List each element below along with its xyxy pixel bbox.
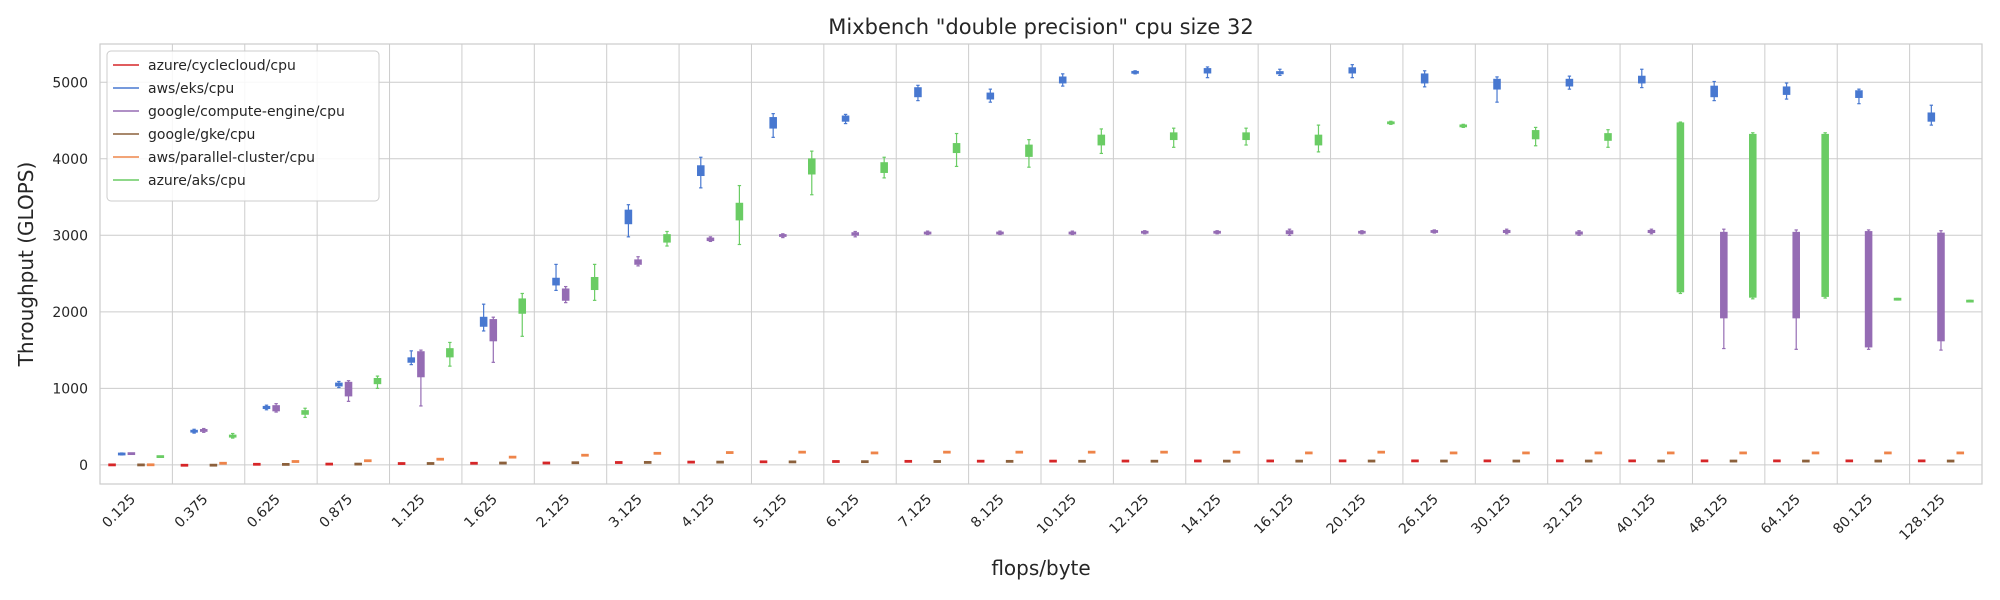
series-3 [137,459,1955,467]
y-tick-label: 4000 [52,152,88,168]
series-4 [146,450,1965,467]
legend-item: azure/cyclecloud/cpu [113,58,296,74]
series-5 [156,120,1974,459]
y-tick-label: 3000 [52,228,88,244]
box [1749,133,1757,298]
box [1720,231,1728,319]
box [590,276,599,291]
legend-label: aws/parallel-cluster/cpu [148,150,315,166]
legend-label: aws/eks/cpu [148,81,234,97]
legend-item: aws/eks/cpu [113,81,234,97]
series-2 [127,228,1945,456]
box [1792,231,1800,319]
plot-frame [99,43,1983,485]
box [417,351,425,378]
y-tick-label: 2000 [52,305,88,321]
y-axis-title: Throughput (GLOPS) [14,162,38,368]
box [489,319,498,342]
box [808,158,816,175]
x-axis-title: flops/byte [991,556,1090,580]
y-tick-label: 0 [79,458,88,474]
box [624,209,633,225]
y-tick-label: 5000 [52,75,88,91]
series-1 [117,64,1936,456]
legend-item: google/gke/cpu [113,127,255,143]
box [1937,232,1945,342]
box [561,288,570,301]
legend-label: azure/aks/cpu [148,173,246,189]
y-tick-labels: 0 1000 2000 3000 4000 5000 [52,75,88,474]
legend-item: google/compute-engine/cpu [113,104,345,120]
legend: azure/cyclecloud/cpu aws/eks/cpu google/co… [106,50,380,202]
legend-label: google/gke/cpu [148,127,255,143]
box [952,143,961,154]
series-0 [108,459,1926,467]
legend-label: azure/cyclecloud/cpu [148,58,296,74]
box [1676,122,1685,293]
chart-title: Mixbench "double precision" cpu size 32 [828,15,1253,39]
box [1821,133,1829,297]
legend-label: google/compute-engine/cpu [148,104,345,120]
box [735,202,744,221]
y-tick-label: 1000 [52,381,88,397]
legend-box [106,50,380,202]
box [1864,231,1873,348]
legend-item: azure/aks/cpu [113,173,246,189]
box [344,381,353,397]
box-plots [108,64,1974,467]
legend-item: aws/parallel-cluster/cpu [113,150,315,166]
